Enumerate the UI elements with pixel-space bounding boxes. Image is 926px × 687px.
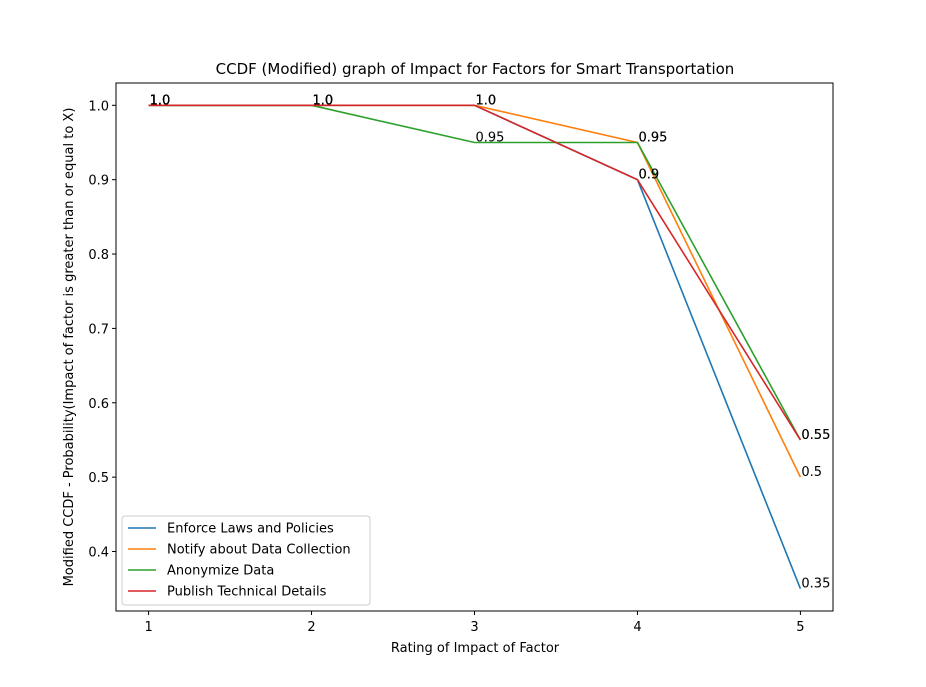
data-label: 1.0 <box>476 93 497 108</box>
y-tick-label: 0.8 <box>88 248 109 263</box>
data-label: 1.0 <box>150 93 171 108</box>
data-labels: 1.0 1.0 1.00.90.351.0 1.0 1.00.950.51.0 1.00.… <box>150 93 831 591</box>
chart-title: CCDF (Modified) graph of Impact for Fact… <box>216 60 735 78</box>
series-line-3 <box>148 104 802 441</box>
data-label: 0.9 <box>638 168 659 183</box>
data-label: 0.35 <box>801 577 830 592</box>
data-label: 0.95 <box>638 130 667 145</box>
legend-entry-label: Publish Technical Details <box>167 585 327 600</box>
x-tick-label: 3 <box>470 620 478 635</box>
legend-box <box>121 515 371 606</box>
data-label: 0.95 <box>476 130 505 145</box>
x-tick-label: 1 <box>144 620 152 635</box>
data-label: 0.95 <box>638 130 667 145</box>
legend-entry-label: Anonymize Data <box>167 564 274 579</box>
y-tick-label: 0.9 <box>88 174 109 189</box>
y-tick-label: 1.0 <box>88 99 109 114</box>
legend-entry-label: Notify about Data Collection <box>167 543 351 558</box>
data-label: 0.5 <box>801 465 822 480</box>
data-label: 0.55 <box>801 428 830 443</box>
y-tick-label: 0.6 <box>88 397 109 412</box>
legend-entry-label: Enforce Laws and Policies <box>167 522 334 537</box>
data-label: 1.0 <box>150 93 171 108</box>
data-label: 1.0 <box>313 93 334 108</box>
data-label: 1.0 <box>313 93 334 108</box>
y-tick-label: 0.5 <box>88 471 109 486</box>
series-lines <box>148 104 802 589</box>
series-line-4 <box>148 104 802 441</box>
x-axis-label: Rating of Impact of Factor <box>391 641 560 656</box>
data-label: 1.0 <box>476 93 497 108</box>
x-tick-label: 5 <box>796 620 804 635</box>
x-tick-label: 4 <box>633 620 641 635</box>
data-label: 0.9 <box>638 168 659 183</box>
data-label: 1.0 <box>150 93 171 108</box>
axis-ticks: 1 2 3 4 5 0.4 0.5 0.6 0.7 0.8 0.9 1.0 <box>88 99 804 635</box>
y-tick-label: 0.4 <box>88 546 109 561</box>
x-tick-label: 2 <box>307 620 315 635</box>
series-line-2 <box>148 104 802 478</box>
data-label: 1.0 <box>476 93 497 108</box>
y-tick-label: 0.7 <box>88 322 109 337</box>
data-label: 1.0 <box>150 93 171 108</box>
data-label: 0.55 <box>801 428 830 443</box>
legend: Enforce Laws and Policies Notify about Da… <box>121 515 371 606</box>
y-axis-label: Modified CCDF - Probability(Impact of fa… <box>62 108 77 587</box>
data-label: 1.0 <box>313 93 334 108</box>
data-label: 1.0 <box>313 93 334 108</box>
